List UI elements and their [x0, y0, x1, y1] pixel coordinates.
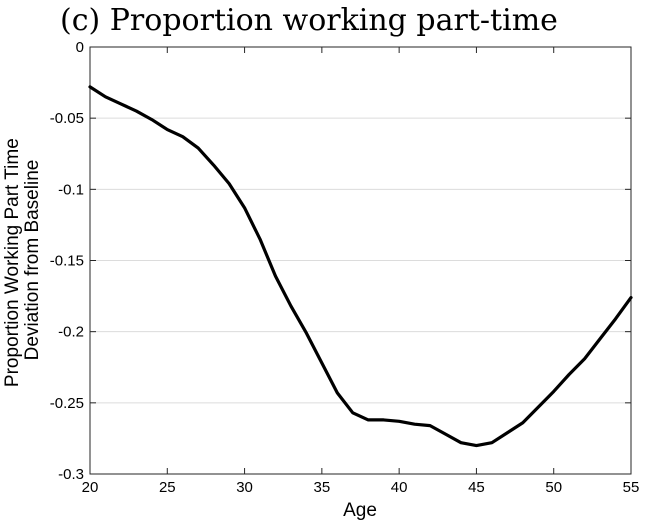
x-tick-label: 20 — [82, 479, 99, 496]
y-tick-label: -0.25 — [50, 395, 84, 412]
chart-title: (c) Proportion working part-time — [60, 3, 558, 38]
y-axis-label-line-2: Deviation from Baseline — [22, 160, 43, 361]
x-tick-label: 40 — [391, 479, 408, 496]
x-tick-label: 30 — [236, 479, 253, 496]
x-tick-label: 50 — [545, 479, 562, 496]
y-tick-label: -0.15 — [50, 253, 84, 270]
y-tick-label: -0.2 — [58, 324, 84, 341]
y-tick-label: -0.05 — [50, 110, 84, 127]
y-tick-label: -0.3 — [58, 466, 84, 483]
x-tick-labels: 20 25 30 35 40 45 50 55 — [82, 479, 640, 496]
grid-lines — [90, 117, 631, 404]
y-tick-label: -0.1 — [58, 181, 84, 198]
x-tick-label: 45 — [468, 479, 485, 496]
y-tick-labels: 0 -0.05 -0.1 -0.15 -0.2 -0.25 -0.3 — [50, 39, 84, 483]
tick-marks — [89, 46, 632, 475]
y-tick-label: 0 — [76, 39, 84, 56]
y-axis-label-line-1: Proportion Working Part Time — [2, 138, 23, 387]
x-tick-label: 55 — [623, 479, 640, 496]
x-tick-label: 25 — [159, 479, 176, 496]
y-axis-label: Proportion Working Part Time Deviation f… — [2, 133, 43, 387]
series-line — [88, 85, 633, 448]
series-layer — [88, 85, 633, 448]
x-tick-label: 35 — [314, 479, 331, 496]
x-axis-label: Age — [343, 500, 377, 521]
